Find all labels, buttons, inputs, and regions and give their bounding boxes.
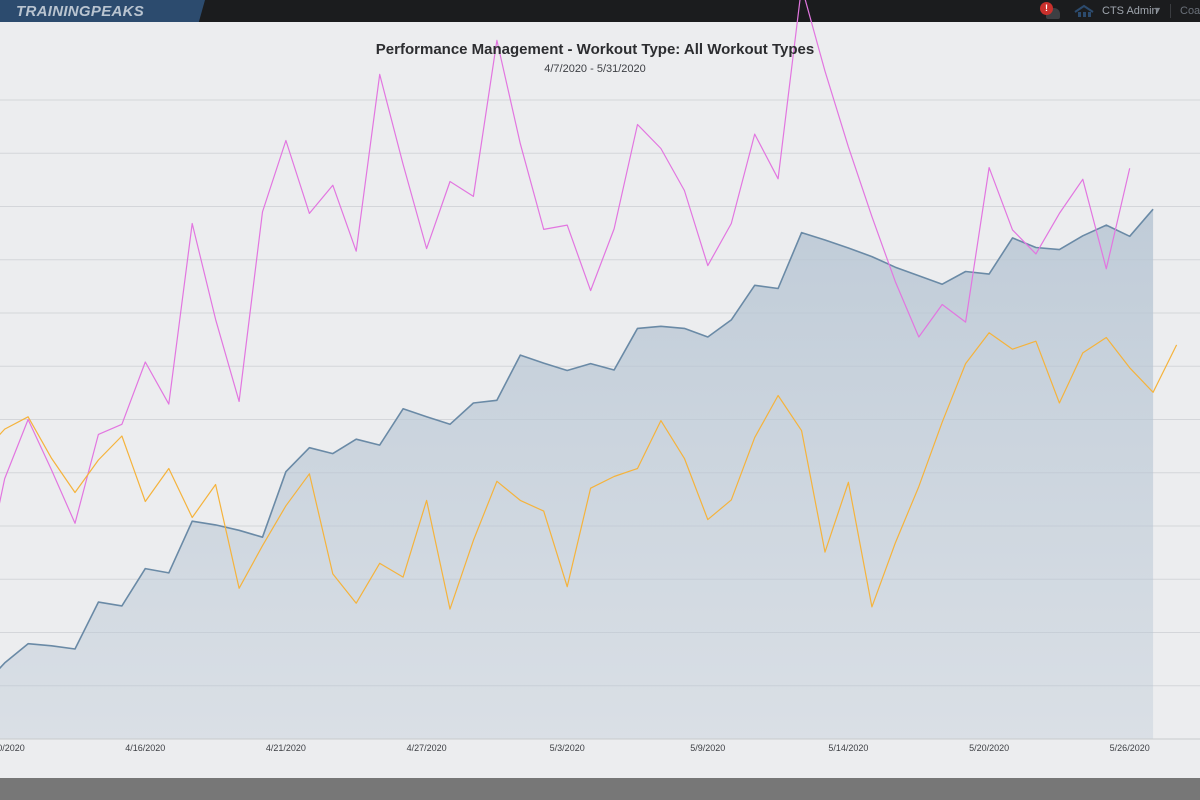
- top-divider: [1170, 4, 1171, 18]
- bell-icon[interactable]: [1046, 8, 1060, 19]
- fitness-area-series: [0, 208, 1154, 739]
- organization-icon[interactable]: [1073, 3, 1095, 19]
- x-tick-label: 4/27/2020: [407, 743, 447, 753]
- footer-bar: [0, 778, 1200, 800]
- fitness-area-fill: [0, 209, 1154, 739]
- fitness-area-line: [0, 208, 1154, 670]
- app-logo[interactable]: TRAININGPEAKS: [0, 0, 205, 22]
- notification-badge[interactable]: !: [1040, 2, 1053, 15]
- form-series-line: [0, 332, 1178, 610]
- top-navigation-bar: [0, 0, 1200, 22]
- user-menu[interactable]: CTS Admin: [1102, 5, 1158, 17]
- top-nav-link-overflow[interactable]: Coa: [1180, 5, 1200, 17]
- x-tick-label: 5/3/2020: [550, 743, 585, 753]
- chart-title: Performance Management - Workout Type: A…: [375, 41, 815, 58]
- x-tick-label: 4/16/2020: [125, 743, 165, 753]
- chevron-down-icon[interactable]: ▼: [1153, 5, 1162, 15]
- x-tick-label: 4/21/2020: [266, 743, 306, 753]
- x-tick-label: 4/10/2020: [0, 743, 25, 753]
- x-tick-label: 5/20/2020: [969, 743, 1009, 753]
- x-tick-label: 5/26/2020: [1110, 743, 1150, 753]
- line-series: [0, 0, 1178, 610]
- x-axis-ticks: 4/10/2020 4/16/2020 4/21/2020 4/27/2020 5/3/…: [0, 743, 1150, 753]
- x-tick-label: 5/14/2020: [828, 743, 868, 753]
- fatigue-series-line: [0, 0, 1131, 524]
- x-tick-label: 5/9/2020: [690, 743, 725, 753]
- app-logo-text: TRAININGPEAKS: [16, 3, 145, 20]
- chart-subtitle: 4/7/2020 - 5/31/2020: [544, 63, 646, 75]
